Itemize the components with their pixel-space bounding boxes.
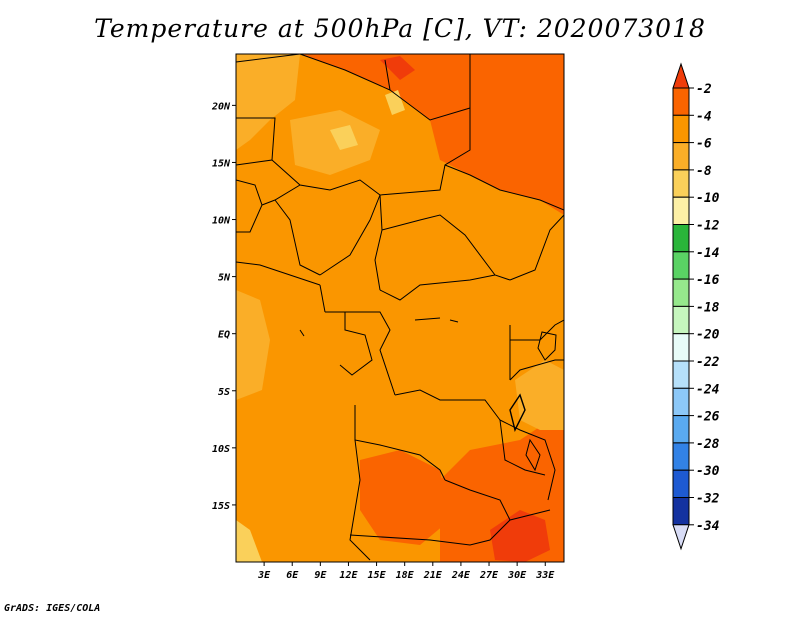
- lat-label: 5S: [218, 387, 230, 398]
- hot-region-south: [490, 510, 550, 562]
- colorbar-label: -14: [696, 246, 720, 261]
- colorbar-swatch: [672, 169, 690, 198]
- colorbar-label: -6: [696, 137, 712, 152]
- colorbar-swatch: [672, 196, 690, 225]
- map-frame: [235, 53, 565, 563]
- cold-spot-north: [385, 90, 405, 115]
- cool-region-west: [236, 290, 270, 400]
- colorbar-label: -8: [696, 164, 712, 179]
- colorbar: -2 -4 -6 -8 -10 -12 -14 -16 -18 -20 -22 -24 -26 -28 -3…: [672, 62, 720, 551]
- lat-label: 10N: [212, 216, 231, 227]
- colorbar-label: -12: [696, 219, 720, 234]
- lat-label: 15N: [212, 158, 231, 169]
- lon-label: 24E: [451, 570, 471, 581]
- lon-label: 27E: [479, 570, 499, 581]
- colorbar-swatch: [672, 387, 690, 417]
- lon-label: 18E: [396, 570, 415, 581]
- hot-spot-north: [380, 56, 415, 80]
- cold-region-southwest: [236, 520, 262, 562]
- colorbar-swatch: [672, 305, 690, 335]
- colorbar-bottom-arrow: [672, 524, 690, 551]
- colorbar-label: -10: [696, 191, 720, 206]
- colorbar-swatch: [672, 251, 690, 280]
- colorbar-label: -26: [696, 410, 720, 425]
- colorbar-swatch: [672, 442, 690, 471]
- colorbar-swatch: [672, 278, 690, 307]
- cool-region-northwest: [236, 54, 300, 150]
- colorbar-swatch: [672, 224, 690, 253]
- colorbar-label: -32: [696, 492, 720, 507]
- warm-region-south: [360, 450, 450, 545]
- colorbar-label: -24: [696, 382, 720, 397]
- colorbar-label: -4: [696, 109, 712, 124]
- cool-region-central-north: [290, 110, 380, 175]
- colorbar-swatch: [672, 415, 690, 444]
- colorbar-label: -34: [696, 519, 720, 534]
- colorbar-swatch: [672, 142, 690, 171]
- lat-label: 15S: [212, 501, 230, 512]
- colorbar-label: -18: [696, 300, 720, 315]
- colorbar-swatch: [672, 497, 690, 526]
- lon-label: 21E: [423, 570, 443, 581]
- colorbar-top-arrow: [672, 62, 690, 89]
- latitude-axis: 20N 15N 10N 5N EQ 5S 10S 15S: [211, 101, 236, 512]
- colorbar-swatch: [672, 360, 690, 389]
- country-borders: [236, 54, 564, 561]
- lon-label: 12E: [339, 570, 358, 581]
- colorbar-label: -16: [696, 273, 720, 288]
- lat-label: EQ: [218, 330, 230, 341]
- colorbar-swatch: [672, 469, 690, 499]
- warm-region-north: [300, 54, 564, 215]
- lat-label: 5N: [218, 273, 231, 284]
- lon-label: 15E: [368, 570, 387, 581]
- lon-label: 9E: [314, 570, 327, 581]
- colorbar-label: -2: [696, 82, 712, 97]
- colorbar-label: -28: [696, 437, 720, 452]
- lon-label: 3E: [257, 570, 271, 581]
- lat-label: 10S: [212, 444, 230, 455]
- colorbar-swatch: [672, 114, 690, 144]
- cold-spot-northeast: [330, 125, 358, 150]
- lon-label: 33E: [535, 570, 555, 581]
- lon-label: 6E: [286, 570, 299, 581]
- colorbar-swatch: [672, 87, 690, 116]
- lat-label: 20N: [211, 101, 231, 112]
- colorbar-label: -30: [696, 464, 720, 479]
- colorbar-label: -22: [696, 355, 720, 370]
- colorbar-swatch: [672, 333, 690, 362]
- map-title: Temperature at 500hPa [C], VT: 202007301…: [94, 14, 706, 43]
- colorbar-label: -20: [696, 328, 720, 343]
- lon-label: 30E: [507, 570, 527, 581]
- cool-region-east: [515, 360, 564, 430]
- longitude-axis: 3E 6E 9E 12E 15E 18E 21E 24E 27E 30E 33E: [257, 562, 555, 581]
- grads-credit: GrADS: IGES/COLA: [4, 603, 101, 614]
- temperature-field: [236, 54, 564, 562]
